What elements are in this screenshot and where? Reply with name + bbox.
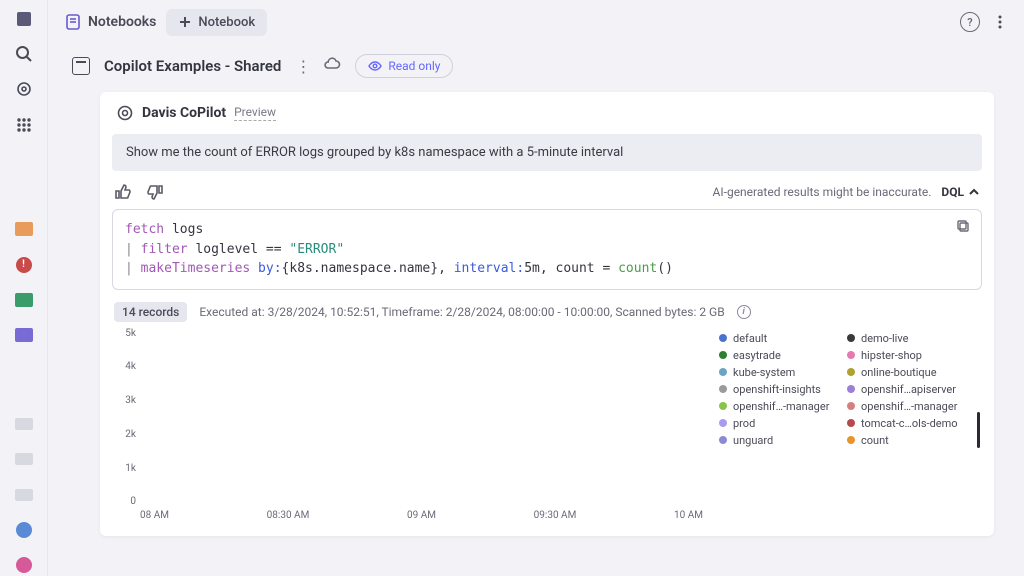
legend-item[interactable]: easytrade [719, 349, 839, 362]
notebook-icon [64, 13, 82, 31]
copilot-header: Davis CoPilot Preview [100, 92, 994, 126]
rail-item-5-icon[interactable] [12, 413, 36, 434]
legend-item[interactable]: unguard [719, 434, 839, 447]
x-axis: 08 AM08:30 AM09 AM09:30 AM10 AM [140, 510, 703, 528]
copilot-rail-icon[interactable] [12, 79, 36, 100]
thumbs-down-icon[interactable] [146, 183, 164, 201]
legend-item[interactable]: demo-live [847, 332, 967, 345]
new-notebook-label: Notebook [198, 15, 255, 30]
dql-toggle[interactable]: DQL [941, 185, 980, 199]
title-more-icon[interactable]: ⋮ [295, 57, 309, 76]
legend-column-2: demo-live hipster-shop online-boutique open… [847, 332, 967, 528]
disclaimer-text: AI-generated results might be inaccurate… [713, 185, 932, 199]
legend-item[interactable]: online-boutique [847, 366, 967, 379]
code-brace: {k8s.namespace.name}, [282, 261, 454, 276]
legend-item[interactable]: default [719, 332, 839, 345]
chart-legend: default easytrade kube-system openshift-ins… [719, 328, 980, 528]
rail-item-3-icon[interactable] [12, 289, 36, 310]
code-by: by: [250, 261, 281, 276]
code-fetch: fetch [125, 222, 164, 237]
copilot-icon [116, 104, 134, 122]
rail-item-1-icon[interactable] [12, 219, 36, 240]
legend-item[interactable]: openshif…apiserver [847, 383, 967, 396]
rail-item-7-icon[interactable] [12, 484, 36, 505]
eye-icon [368, 59, 382, 73]
readonly-label: Read only [388, 59, 440, 73]
main-content: Notebooks Notebook ? Copilot Examples - … [48, 0, 1024, 576]
page-title: Copilot Examples - Shared [104, 57, 281, 75]
logo-icon[interactable] [12, 8, 36, 29]
bars-group [140, 332, 703, 508]
readonly-badge: Read only [355, 54, 453, 78]
legend-item[interactable]: count [847, 434, 967, 447]
legend-item[interactable]: kube-system [719, 366, 839, 379]
legend-item[interactable]: prod [719, 417, 839, 430]
document-icon [72, 57, 90, 75]
rail-item-8-icon[interactable] [12, 519, 36, 540]
chart-container: 5k4k3k2k1k0 08 AM08:30 AM09 AM09:30 AM10… [100, 328, 994, 536]
code-block: fetch logs | filter loglevel == "ERROR" … [112, 209, 982, 290]
prompt-display: Show me the count of ERROR logs grouped … [112, 134, 982, 171]
sync-icon[interactable] [323, 55, 341, 77]
copy-icon[interactable] [955, 218, 973, 236]
legend-item[interactable]: hipster-shop [847, 349, 967, 362]
new-notebook-button[interactable]: Notebook [166, 9, 267, 36]
preview-label: Preview [234, 105, 276, 121]
execution-meta: Executed at: 3/28/2024, 10:52:51, Timefr… [199, 305, 724, 319]
rail-alert-icon[interactable]: ! [12, 254, 36, 275]
plus-icon [178, 15, 192, 29]
rail-item-6-icon[interactable] [12, 449, 36, 470]
chart-plot [140, 332, 703, 508]
copilot-title: Davis CoPilot [142, 105, 226, 121]
legend-scroll-indicator[interactable] [977, 412, 980, 448]
title-row: Copilot Examples - Shared ⋮ Read only [48, 44, 1024, 92]
code-count: count [618, 261, 657, 276]
records-badge: 14 records [114, 302, 187, 322]
thumbs-up-icon[interactable] [114, 183, 132, 201]
chart-area: 5k4k3k2k1k0 08 AM08:30 AM09 AM09:30 AM10… [114, 328, 703, 528]
info-icon[interactable]: i [737, 305, 751, 319]
legend-item[interactable]: openshift-insights [719, 383, 839, 396]
code-interval: interval: [454, 261, 524, 276]
records-meta-row: 14 records Executed at: 3/28/2024, 10:52… [100, 298, 994, 328]
top-bar: Notebooks Notebook ? [48, 0, 1024, 44]
code-logs: logs [164, 222, 203, 237]
code-pipe1: | [125, 242, 141, 257]
legend-item[interactable]: openshif…-manager [719, 400, 839, 413]
legend-item[interactable]: openshif…-manager [847, 400, 967, 413]
code-paren: () [657, 261, 673, 276]
rail-item-9-icon[interactable] [12, 555, 36, 576]
apps-icon[interactable] [12, 114, 36, 135]
code-pipe2: | [125, 261, 141, 276]
rail-item-4-icon[interactable] [12, 325, 36, 346]
code-mts: makeTimeseries [141, 261, 251, 276]
more-vertical-icon[interactable] [992, 14, 1008, 30]
breadcrumb-label: Notebooks [88, 14, 156, 30]
search-icon[interactable] [12, 43, 36, 64]
breadcrumb-notebooks[interactable]: Notebooks [64, 13, 156, 31]
code-loglevel: loglevel == [188, 242, 290, 257]
code-filter: filter [141, 242, 188, 257]
legend-column-1: default easytrade kube-system openshift-ins… [719, 332, 839, 528]
copilot-card: Davis CoPilot Preview Show me the count … [100, 92, 994, 536]
code-int-val: 5m, count = [524, 261, 618, 276]
left-nav-rail: ! [0, 0, 48, 576]
chevron-up-icon [968, 186, 980, 198]
y-axis: 5k4k3k2k1k0 [114, 328, 136, 508]
legend-item[interactable]: tomcat-c…ols-demo [847, 417, 967, 430]
dql-label: DQL [941, 185, 964, 199]
code-error-str: "ERROR" [289, 242, 344, 257]
feedback-row: AI-generated results might be inaccurate… [100, 179, 994, 203]
help-icon[interactable]: ? [960, 12, 980, 32]
